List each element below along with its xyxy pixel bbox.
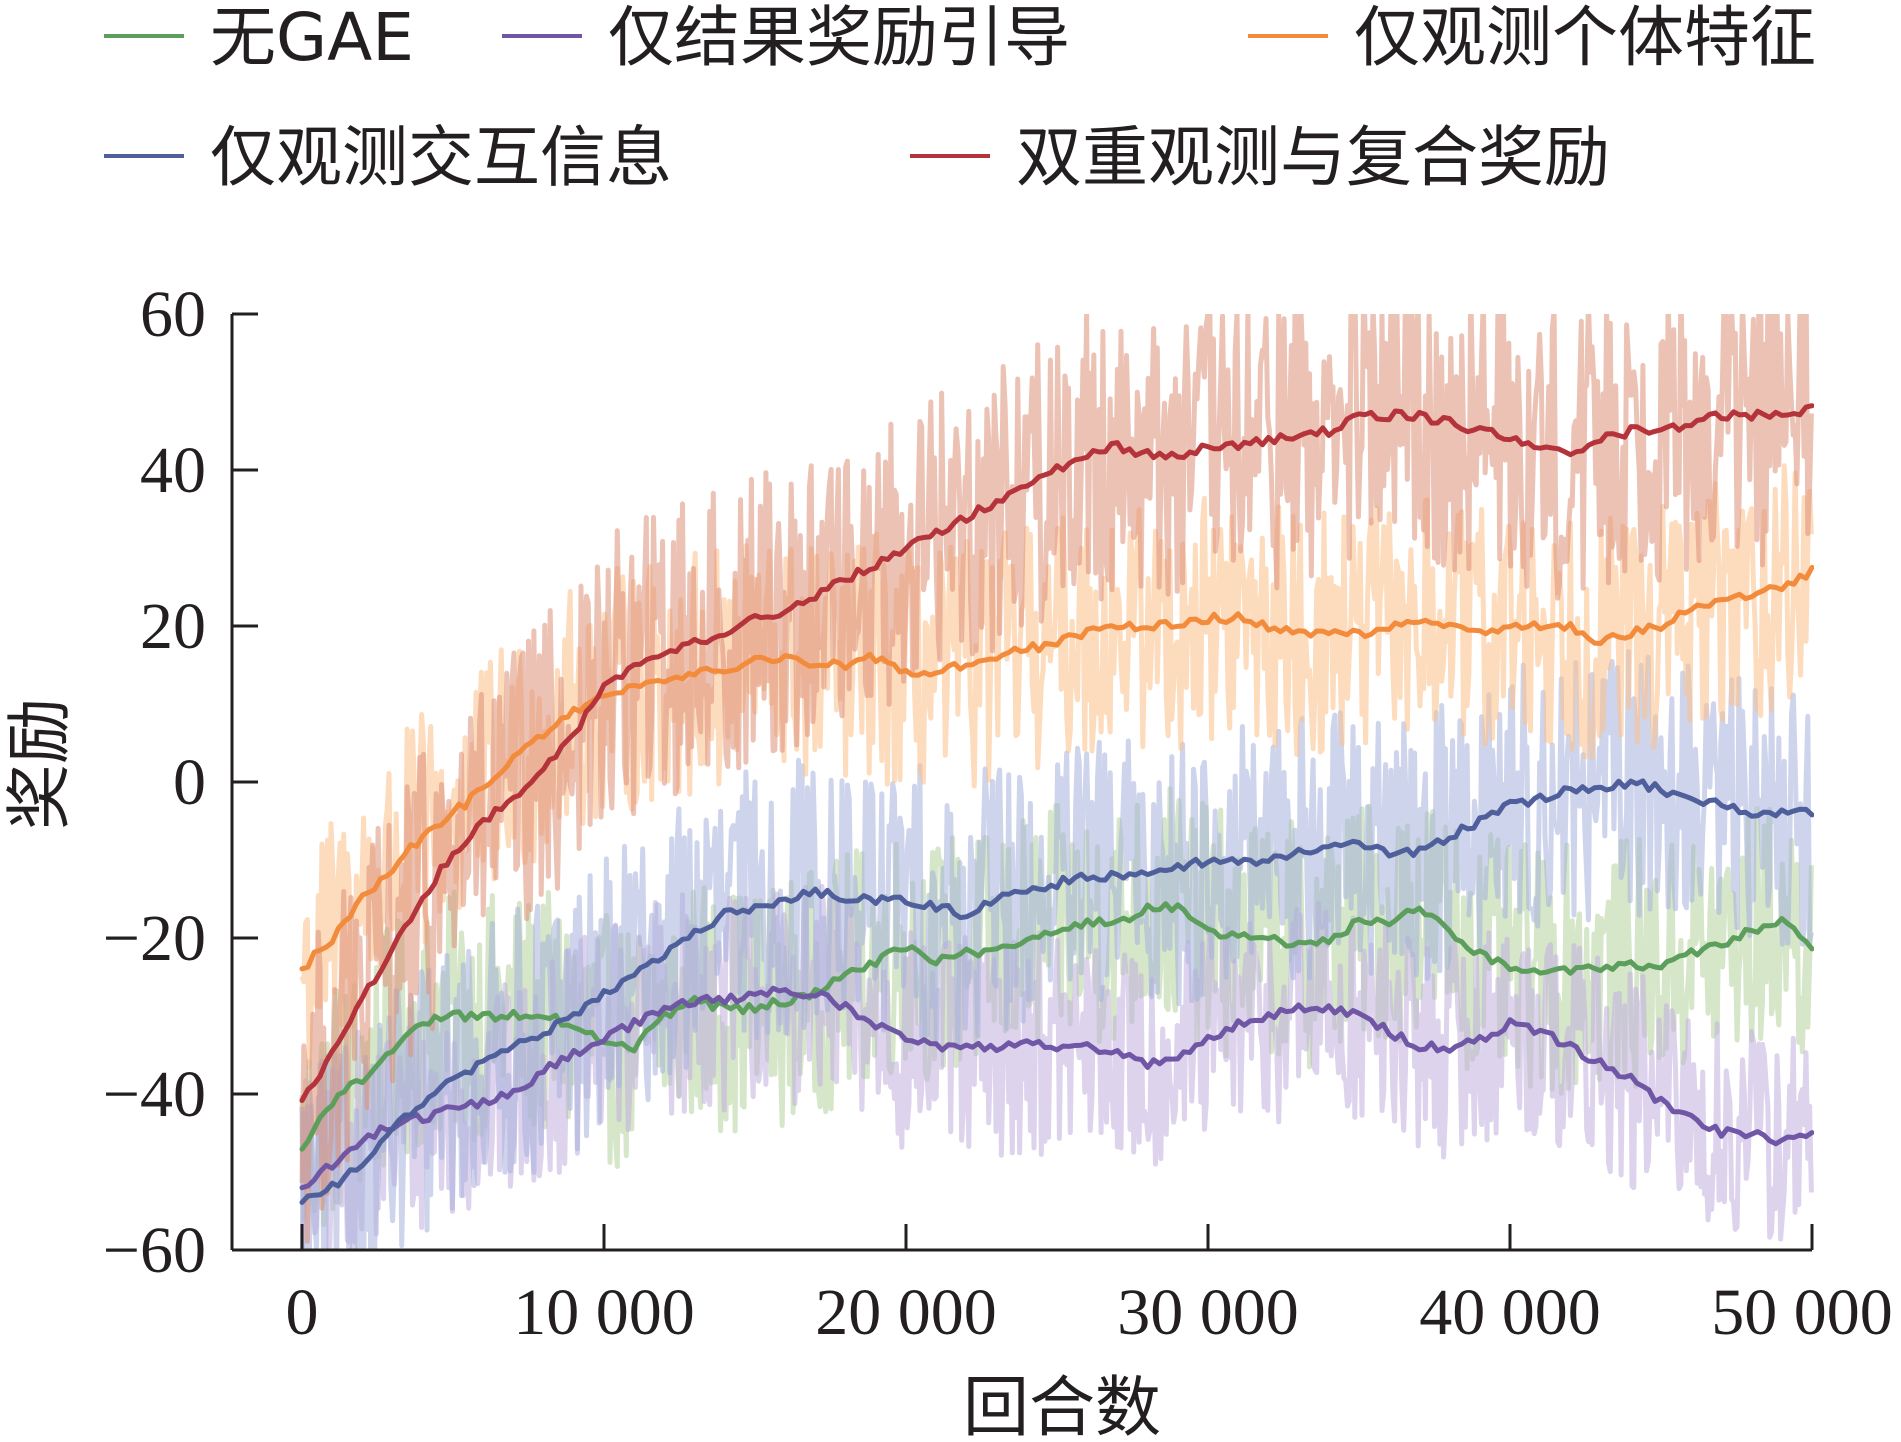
y-axis-title: 奖励 (1, 698, 78, 830)
noise-band-3 (299, 649, 1814, 1250)
legend-label: 仅观测交互信息 (210, 119, 672, 196)
legend-item: 无GAE (104, 0, 414, 76)
series-line-4 (299, 403, 1814, 1103)
y-tick-label: −60 (103, 1214, 206, 1287)
axes: −60 −40 −20 0 20 40 60 0 10 000 20 000 30 000 40 00… (103, 278, 1893, 1349)
legend-item: 仅观测交互信息 (104, 119, 672, 196)
y-tick-label: 0 (173, 746, 206, 819)
y-tick-label: 60 (140, 278, 206, 351)
x-tick-label: 50 000 (1711, 1276, 1893, 1349)
legend-item: 双重观测与复合奖励 (910, 119, 1610, 196)
series-lines (299, 403, 1814, 1205)
series-line-3 (299, 778, 1814, 1205)
x-tick-label: 40 000 (1419, 1276, 1601, 1349)
x-tick-label: 10 000 (513, 1276, 695, 1349)
series-line-1 (299, 985, 1814, 1191)
x-tick-label: 0 (286, 1276, 319, 1349)
noise-bands (299, 314, 1814, 1250)
legend-label: 双重观测与复合奖励 (1016, 119, 1610, 196)
x-axis-title: 回合数 (963, 1369, 1161, 1442)
legend-label: 仅结果奖励引导 (608, 0, 1070, 76)
legend-item: 仅观测个体特征 (1248, 0, 1816, 76)
series-line-2 (299, 564, 1814, 972)
legend-label: 无GAE (210, 0, 414, 76)
legend-item: 仅结果奖励引导 (502, 0, 1070, 76)
legend-label: 仅观测个体特征 (1354, 0, 1816, 76)
y-tick-label: 40 (140, 434, 206, 507)
y-tick-label: 20 (140, 590, 206, 663)
y-tick-label: −20 (103, 902, 206, 975)
x-tick-label: 20 000 (815, 1276, 997, 1349)
y-tick-label: −40 (103, 1058, 206, 1131)
series-line-0 (299, 901, 1814, 1152)
noise-band-4 (299, 314, 1814, 1244)
x-tick-label: 30 000 (1117, 1276, 1299, 1349)
